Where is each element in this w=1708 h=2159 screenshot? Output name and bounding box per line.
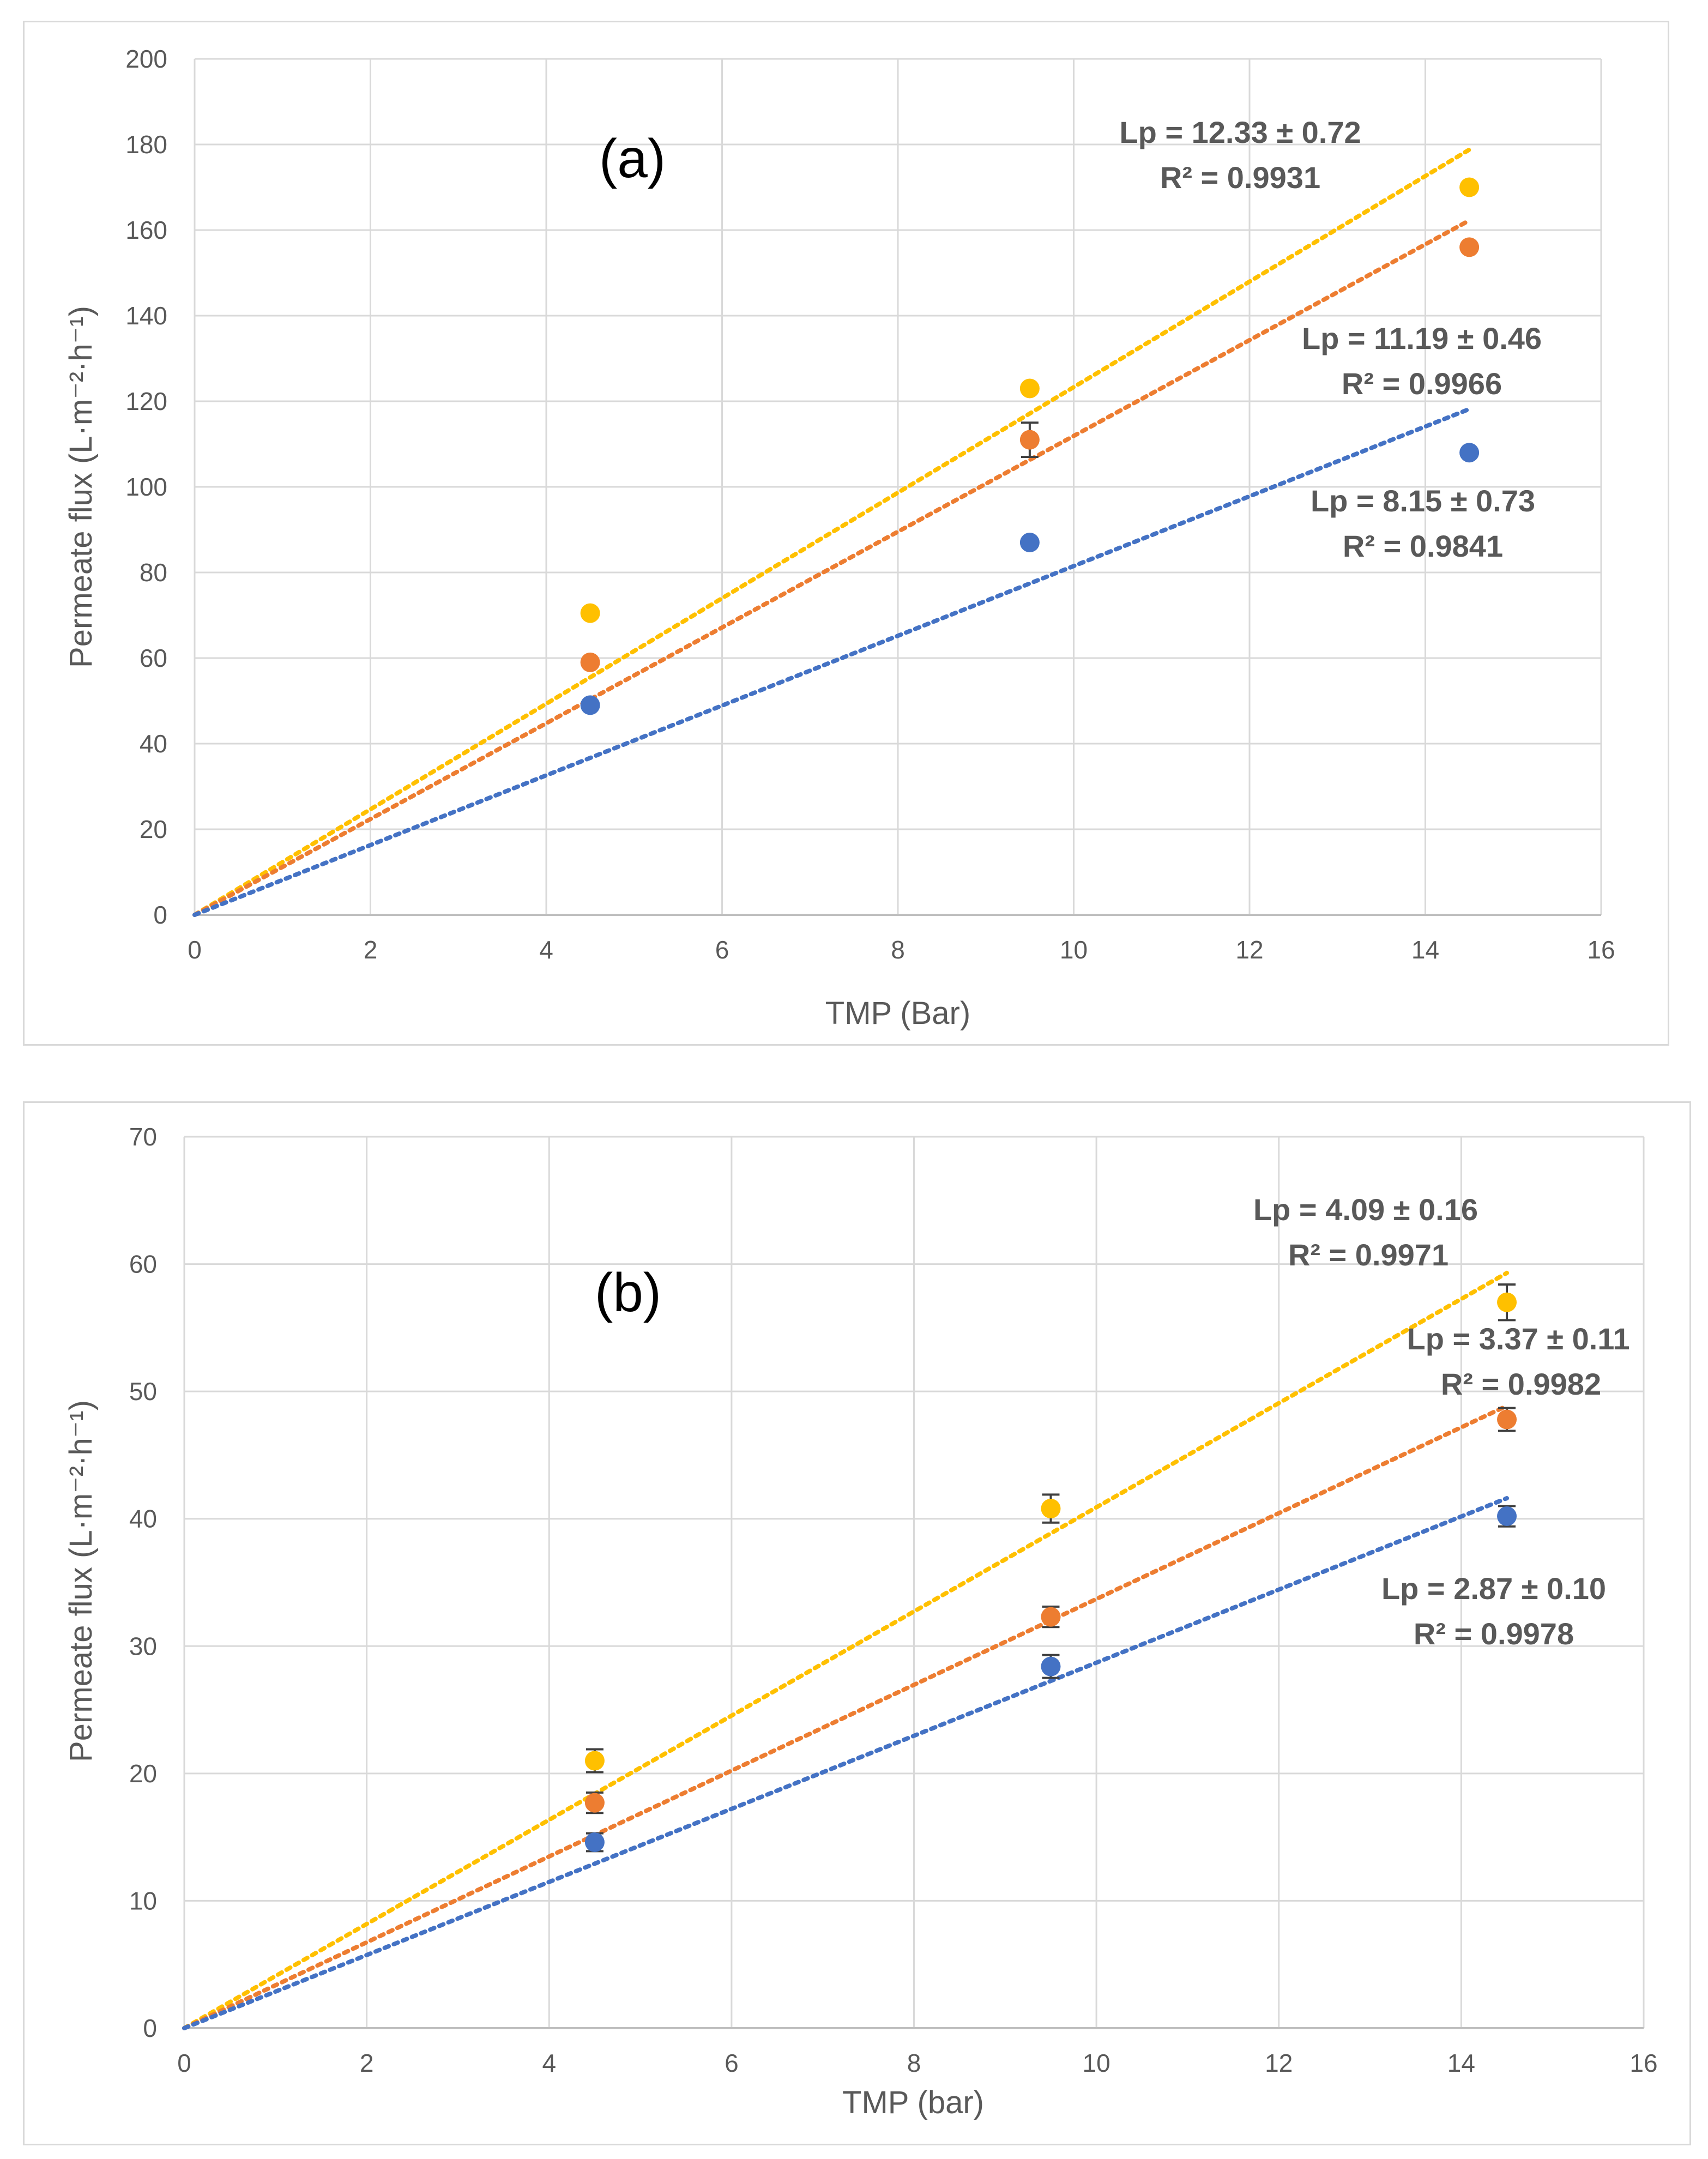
trendline-r2-orange-b: R² = 0.9982 bbox=[1441, 1367, 1601, 1401]
x-tick-label-a: 6 bbox=[715, 936, 729, 964]
y-tick-label-a: 80 bbox=[140, 558, 167, 587]
data-point-yellow-a bbox=[1019, 378, 1040, 399]
data-point-yellow-b bbox=[584, 1751, 605, 1771]
y-tick-label-b: 60 bbox=[129, 1250, 157, 1278]
x-tick-label-b: 8 bbox=[907, 2049, 921, 2077]
y-tick-label-a: 160 bbox=[125, 216, 167, 244]
data-point-blue-b bbox=[584, 1832, 605, 1852]
data-point-orange-b bbox=[584, 1793, 605, 1813]
x-tick-label-b: 14 bbox=[1447, 2049, 1475, 2077]
data-point-blue-a bbox=[580, 695, 600, 715]
trendline-equation-orange-a: Lp = 11.19 ± 0.46 bbox=[1302, 321, 1542, 355]
y-tick-label-a: 20 bbox=[140, 815, 167, 843]
x-tick-label-a: 4 bbox=[539, 936, 553, 964]
panel-label-a: (a) bbox=[599, 128, 666, 189]
y-axis-title-a: Permeate flux (L·m⁻²·h⁻¹) bbox=[63, 306, 99, 668]
trendline-orange-a bbox=[192, 218, 1472, 917]
data-point-blue-a bbox=[1019, 533, 1040, 553]
trendline-r2-blue-b: R² = 0.9978 bbox=[1414, 1617, 1574, 1651]
x-tick-label-a: 2 bbox=[364, 936, 378, 964]
y-tick-label-a: 40 bbox=[140, 729, 167, 758]
trendline-blue-a bbox=[192, 407, 1472, 917]
data-point-orange-a bbox=[580, 652, 600, 672]
trendline-equation-blue-b: Lp = 2.87 ± 0.10 bbox=[1381, 1571, 1606, 1606]
y-tick-label-b: 10 bbox=[129, 1886, 157, 1915]
y-tick-label-b: 50 bbox=[129, 1377, 157, 1406]
panel-label-b: (b) bbox=[595, 1262, 661, 1323]
data-point-orange-a bbox=[1459, 237, 1480, 257]
x-tick-label-b: 10 bbox=[1083, 2049, 1110, 2077]
data-point-yellow-a bbox=[580, 603, 600, 623]
y-tick-label-a: 180 bbox=[125, 130, 167, 159]
data-point-blue-b bbox=[1497, 1506, 1517, 1527]
data-point-orange-a bbox=[1019, 430, 1040, 450]
data-point-blue-b bbox=[1041, 1656, 1061, 1676]
x-tick-label-a: 10 bbox=[1060, 936, 1088, 964]
x-tick-label-b: 12 bbox=[1265, 2049, 1293, 2077]
trendline-equation-orange-b: Lp = 3.37 ± 0.11 bbox=[1407, 1322, 1630, 1356]
trendline-blue-b bbox=[182, 1495, 1510, 2030]
y-axis-title-b: Permeate flux (L·m⁻²·h⁻¹) bbox=[63, 1400, 99, 1762]
x-axis-title-b: TMP (bar) bbox=[842, 2085, 984, 2120]
x-tick-label-b: 16 bbox=[1629, 2049, 1657, 2077]
trendline-yellow-b bbox=[182, 1270, 1510, 2030]
x-tick-label-a: 12 bbox=[1235, 936, 1263, 964]
y-tick-label-b: 0 bbox=[143, 2014, 157, 2042]
x-tick-label-b: 0 bbox=[177, 2049, 191, 2077]
x-axis-title-a: TMP (Bar) bbox=[825, 996, 970, 1031]
trendline-equation-blue-a: Lp = 8.15 ± 0.73 bbox=[1311, 484, 1535, 518]
y-tick-label-b: 70 bbox=[129, 1123, 157, 1151]
y-tick-label-a: 0 bbox=[153, 901, 167, 929]
y-tick-label-b: 20 bbox=[129, 1759, 157, 1788]
trendline-r2-blue-a: R² = 0.9841 bbox=[1343, 529, 1503, 563]
y-tick-label-b: 40 bbox=[129, 1505, 157, 1533]
trendline-r2-yellow-a: R² = 0.9931 bbox=[1160, 160, 1320, 195]
trendline-yellow-a bbox=[192, 147, 1472, 917]
y-tick-label-a: 140 bbox=[125, 301, 167, 330]
x-tick-label-a: 0 bbox=[188, 936, 202, 964]
x-tick-label-b: 4 bbox=[542, 2049, 556, 2077]
y-tick-label-a: 200 bbox=[125, 45, 167, 73]
trendline-equation-yellow-b: Lp = 4.09 ± 0.16 bbox=[1253, 1192, 1478, 1227]
trendline-orange-b bbox=[182, 1403, 1510, 2030]
y-tick-label-a: 60 bbox=[140, 644, 167, 672]
data-point-blue-a bbox=[1459, 443, 1480, 463]
x-tick-label-a: 8 bbox=[891, 936, 905, 964]
x-tick-label-a: 14 bbox=[1411, 936, 1439, 964]
data-point-orange-b bbox=[1041, 1607, 1061, 1627]
trendline-r2-yellow-b: R² = 0.9971 bbox=[1288, 1238, 1449, 1272]
trendline-equation-yellow-a: Lp = 12.33 ± 0.72 bbox=[1119, 115, 1361, 149]
trendline-r2-orange-a: R² = 0.9966 bbox=[1342, 366, 1502, 401]
data-point-yellow-b bbox=[1041, 1499, 1061, 1519]
data-point-orange-b bbox=[1497, 1409, 1517, 1430]
data-point-yellow-a bbox=[1459, 177, 1480, 197]
y-tick-label-a: 100 bbox=[125, 473, 167, 501]
y-tick-label-a: 120 bbox=[125, 387, 167, 415]
data-point-yellow-b bbox=[1497, 1292, 1517, 1312]
y-tick-label-b: 30 bbox=[129, 1632, 157, 1660]
x-tick-label-b: 2 bbox=[360, 2049, 374, 2077]
x-tick-label-b: 6 bbox=[725, 2049, 739, 2077]
x-tick-label-a: 16 bbox=[1587, 936, 1615, 964]
